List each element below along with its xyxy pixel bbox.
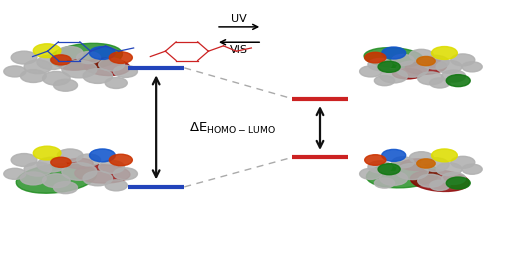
Circle shape bbox=[436, 60, 462, 73]
Circle shape bbox=[114, 168, 137, 180]
Circle shape bbox=[442, 173, 465, 184]
Circle shape bbox=[359, 66, 382, 77]
Circle shape bbox=[37, 55, 67, 70]
Circle shape bbox=[382, 47, 406, 59]
Circle shape bbox=[451, 54, 475, 66]
Circle shape bbox=[359, 168, 382, 179]
Circle shape bbox=[54, 79, 77, 91]
Ellipse shape bbox=[393, 69, 422, 79]
Circle shape bbox=[418, 72, 443, 85]
Circle shape bbox=[432, 149, 457, 162]
Circle shape bbox=[365, 52, 386, 63]
Circle shape bbox=[421, 158, 449, 172]
Circle shape bbox=[114, 66, 137, 77]
Ellipse shape bbox=[16, 164, 96, 193]
Circle shape bbox=[368, 59, 392, 70]
Circle shape bbox=[62, 60, 97, 78]
Circle shape bbox=[417, 159, 435, 168]
Circle shape bbox=[432, 47, 457, 59]
Circle shape bbox=[462, 164, 482, 174]
Circle shape bbox=[77, 52, 100, 63]
Circle shape bbox=[11, 154, 37, 166]
Circle shape bbox=[42, 71, 70, 85]
Circle shape bbox=[374, 76, 395, 86]
Circle shape bbox=[90, 149, 115, 162]
Circle shape bbox=[378, 164, 400, 175]
Circle shape bbox=[410, 49, 433, 61]
Circle shape bbox=[33, 146, 61, 160]
Circle shape bbox=[37, 157, 67, 172]
Circle shape bbox=[57, 47, 83, 59]
Circle shape bbox=[417, 57, 435, 66]
Circle shape bbox=[368, 161, 392, 173]
Text: open-ring
structure: open-ring structure bbox=[48, 21, 85, 40]
Circle shape bbox=[51, 55, 71, 65]
Circle shape bbox=[410, 152, 433, 164]
Circle shape bbox=[105, 180, 127, 191]
Circle shape bbox=[33, 44, 61, 58]
Circle shape bbox=[392, 54, 414, 66]
Circle shape bbox=[378, 61, 400, 72]
Circle shape bbox=[418, 174, 443, 187]
Ellipse shape bbox=[50, 43, 122, 70]
Circle shape bbox=[4, 168, 26, 179]
Circle shape bbox=[380, 69, 408, 83]
Circle shape bbox=[396, 61, 428, 77]
Circle shape bbox=[83, 69, 113, 83]
Circle shape bbox=[24, 60, 52, 74]
Text: $\Delta$E$_{\mathregular{HOMO-LUMO}}$: $\Delta$E$_{\mathregular{HOMO-LUMO}}$ bbox=[189, 121, 276, 135]
Circle shape bbox=[451, 156, 475, 168]
Ellipse shape bbox=[367, 162, 439, 188]
Circle shape bbox=[446, 177, 470, 189]
Circle shape bbox=[99, 161, 124, 173]
Circle shape bbox=[4, 66, 26, 77]
Circle shape bbox=[90, 47, 115, 59]
Circle shape bbox=[462, 62, 482, 72]
Ellipse shape bbox=[401, 159, 433, 170]
Ellipse shape bbox=[406, 59, 446, 74]
Circle shape bbox=[110, 52, 132, 63]
Text: UV: UV bbox=[231, 14, 247, 24]
Circle shape bbox=[446, 75, 470, 87]
Text: VIS: VIS bbox=[230, 45, 248, 55]
Circle shape bbox=[42, 174, 70, 188]
Circle shape bbox=[421, 55, 449, 69]
Circle shape bbox=[436, 163, 462, 176]
Circle shape bbox=[430, 78, 450, 88]
Circle shape bbox=[380, 172, 408, 185]
Circle shape bbox=[396, 163, 428, 180]
Circle shape bbox=[11, 51, 37, 64]
Ellipse shape bbox=[364, 48, 423, 68]
Circle shape bbox=[374, 178, 395, 188]
Ellipse shape bbox=[66, 158, 93, 169]
Circle shape bbox=[54, 182, 77, 194]
Circle shape bbox=[430, 180, 450, 190]
Circle shape bbox=[105, 77, 127, 89]
Circle shape bbox=[392, 157, 414, 168]
Circle shape bbox=[51, 157, 71, 167]
Circle shape bbox=[24, 162, 52, 176]
Circle shape bbox=[365, 155, 386, 165]
Circle shape bbox=[99, 58, 124, 71]
Circle shape bbox=[77, 154, 100, 166]
Ellipse shape bbox=[59, 59, 91, 70]
Ellipse shape bbox=[75, 165, 130, 183]
Circle shape bbox=[20, 172, 46, 185]
Circle shape bbox=[83, 171, 113, 186]
Circle shape bbox=[382, 150, 406, 161]
Ellipse shape bbox=[411, 170, 469, 191]
Circle shape bbox=[442, 70, 465, 82]
Ellipse shape bbox=[84, 58, 130, 76]
Circle shape bbox=[62, 163, 97, 180]
Circle shape bbox=[110, 154, 132, 166]
Circle shape bbox=[57, 149, 83, 162]
Circle shape bbox=[20, 70, 46, 82]
